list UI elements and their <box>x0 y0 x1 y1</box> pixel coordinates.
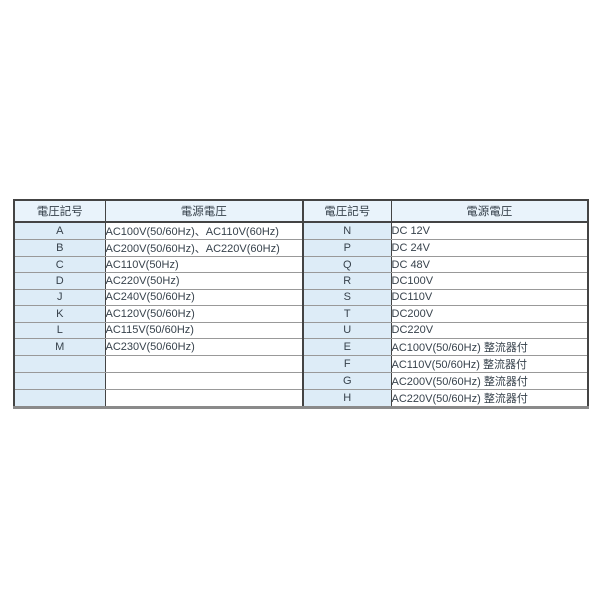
supply-voltage-cell-right: DC 24V <box>390 239 588 257</box>
supply-voltage-cell-left <box>104 355 303 373</box>
voltage-code-cell-right: P <box>302 239 391 257</box>
supply-voltage-cell-right: DC200V <box>390 305 588 323</box>
supply-voltage-cell-right: AC100V(50/60Hz) 整流器付 <box>390 338 588 356</box>
voltage-code-cell-right: T <box>302 305 391 323</box>
table-row: K AC120V(50/60Hz) T DC200V <box>14 305 588 323</box>
voltage-code-cell-right: U <box>302 322 391 339</box>
supply-voltage-cell-left: AC110V(50Hz) <box>104 256 303 274</box>
voltage-code-cell-left: K <box>14 305 105 323</box>
supply-voltage-cell-left <box>104 389 303 408</box>
supply-voltage-cell-left: AC115V(50/60Hz) <box>104 322 303 339</box>
supply-voltage-cell-left: AC100V(50/60Hz)、AC110V(60Hz) <box>104 222 303 240</box>
supply-voltage-cell-right: AC220V(50/60Hz) 整流器付 <box>390 389 588 408</box>
voltage-code-cell-right: Q <box>302 256 391 274</box>
voltage-code-cell-left: J <box>14 289 105 307</box>
supply-voltage-cell-right: DC110V <box>390 289 588 307</box>
voltage-code-cell-left <box>14 389 105 408</box>
voltage-code-cell-left: B <box>14 239 105 257</box>
supply-voltage-cell-left: AC220V(50Hz) <box>104 272 303 290</box>
voltage-code-cell-left: L <box>14 322 105 339</box>
supply-voltage-cell-left: AC200V(50/60Hz)、AC220V(60Hz) <box>104 239 303 257</box>
supply-voltage-cell-right: DC 12V <box>390 222 588 240</box>
supply-voltage-cell-right: DC220V <box>390 322 588 339</box>
header-voltage-code-left: 電圧記号 <box>14 200 105 223</box>
supply-voltage-cell-right: DC 48V <box>390 256 588 274</box>
voltage-code-cell-left <box>14 355 105 373</box>
voltage-code-cell-left <box>14 372 105 390</box>
table-row: G AC200V(50/60Hz) 整流器付 <box>14 372 588 390</box>
table-row: J AC240V(50/60Hz) S DC110V <box>14 289 588 307</box>
voltage-code-cell-right: S <box>302 289 391 307</box>
voltage-code-cell-right: E <box>302 338 391 356</box>
table-row: D AC220V(50Hz) R DC100V <box>14 272 588 290</box>
table-row: M AC230V(50/60Hz) E AC100V(50/60Hz) 整流器付 <box>14 338 588 356</box>
supply-voltage-cell-left <box>104 372 303 390</box>
table-row: A AC100V(50/60Hz)、AC110V(60Hz) N DC 12V <box>14 222 588 240</box>
supply-voltage-cell-right: DC100V <box>390 272 588 290</box>
table-row: F AC110V(50/60Hz) 整流器付 <box>14 355 588 373</box>
table-row: L AC115V(50/60Hz) U DC220V <box>14 322 588 339</box>
voltage-code-cell-left: M <box>14 338 105 356</box>
header-voltage-code-right: 電圧記号 <box>302 200 391 223</box>
table-body: A AC100V(50/60Hz)、AC110V(60Hz) N DC 12V B AC2… <box>14 222 588 408</box>
header-supply-voltage-left: 電源電圧 <box>104 200 303 223</box>
voltage-code-cell-right: G <box>302 372 391 390</box>
table-header-row: 電圧記号 電源電圧 電圧記号 電源電圧 <box>14 200 588 223</box>
voltage-code-cell-left: A <box>14 222 105 240</box>
table-row: B AC200V(50/60Hz)、AC220V(60Hz) P DC 24V <box>14 239 588 257</box>
voltage-code-cell-right: R <box>302 272 391 290</box>
voltage-code-table: 電圧記号 電源電圧 電圧記号 電源電圧 A AC100V(50/60Hz)、AC1… <box>13 199 589 409</box>
table-row: C AC110V(50Hz) Q DC 48V <box>14 256 588 274</box>
voltage-code-cell-right: H <box>302 389 391 408</box>
supply-voltage-cell-right: AC110V(50/60Hz) 整流器付 <box>390 355 588 373</box>
supply-voltage-cell-left: AC240V(50/60Hz) <box>104 289 303 307</box>
supply-voltage-cell-left: AC120V(50/60Hz) <box>104 305 303 323</box>
supply-voltage-cell-left: AC230V(50/60Hz) <box>104 338 303 356</box>
voltage-code-cell-right: N <box>302 222 391 240</box>
voltage-code-cell-left: C <box>14 256 105 274</box>
supply-voltage-cell-right: AC200V(50/60Hz) 整流器付 <box>390 372 588 390</box>
voltage-code-cell-right: F <box>302 355 391 373</box>
header-supply-voltage-right: 電源電圧 <box>390 200 588 223</box>
table-row: H AC220V(50/60Hz) 整流器付 <box>14 389 588 408</box>
voltage-code-cell-left: D <box>14 272 105 290</box>
